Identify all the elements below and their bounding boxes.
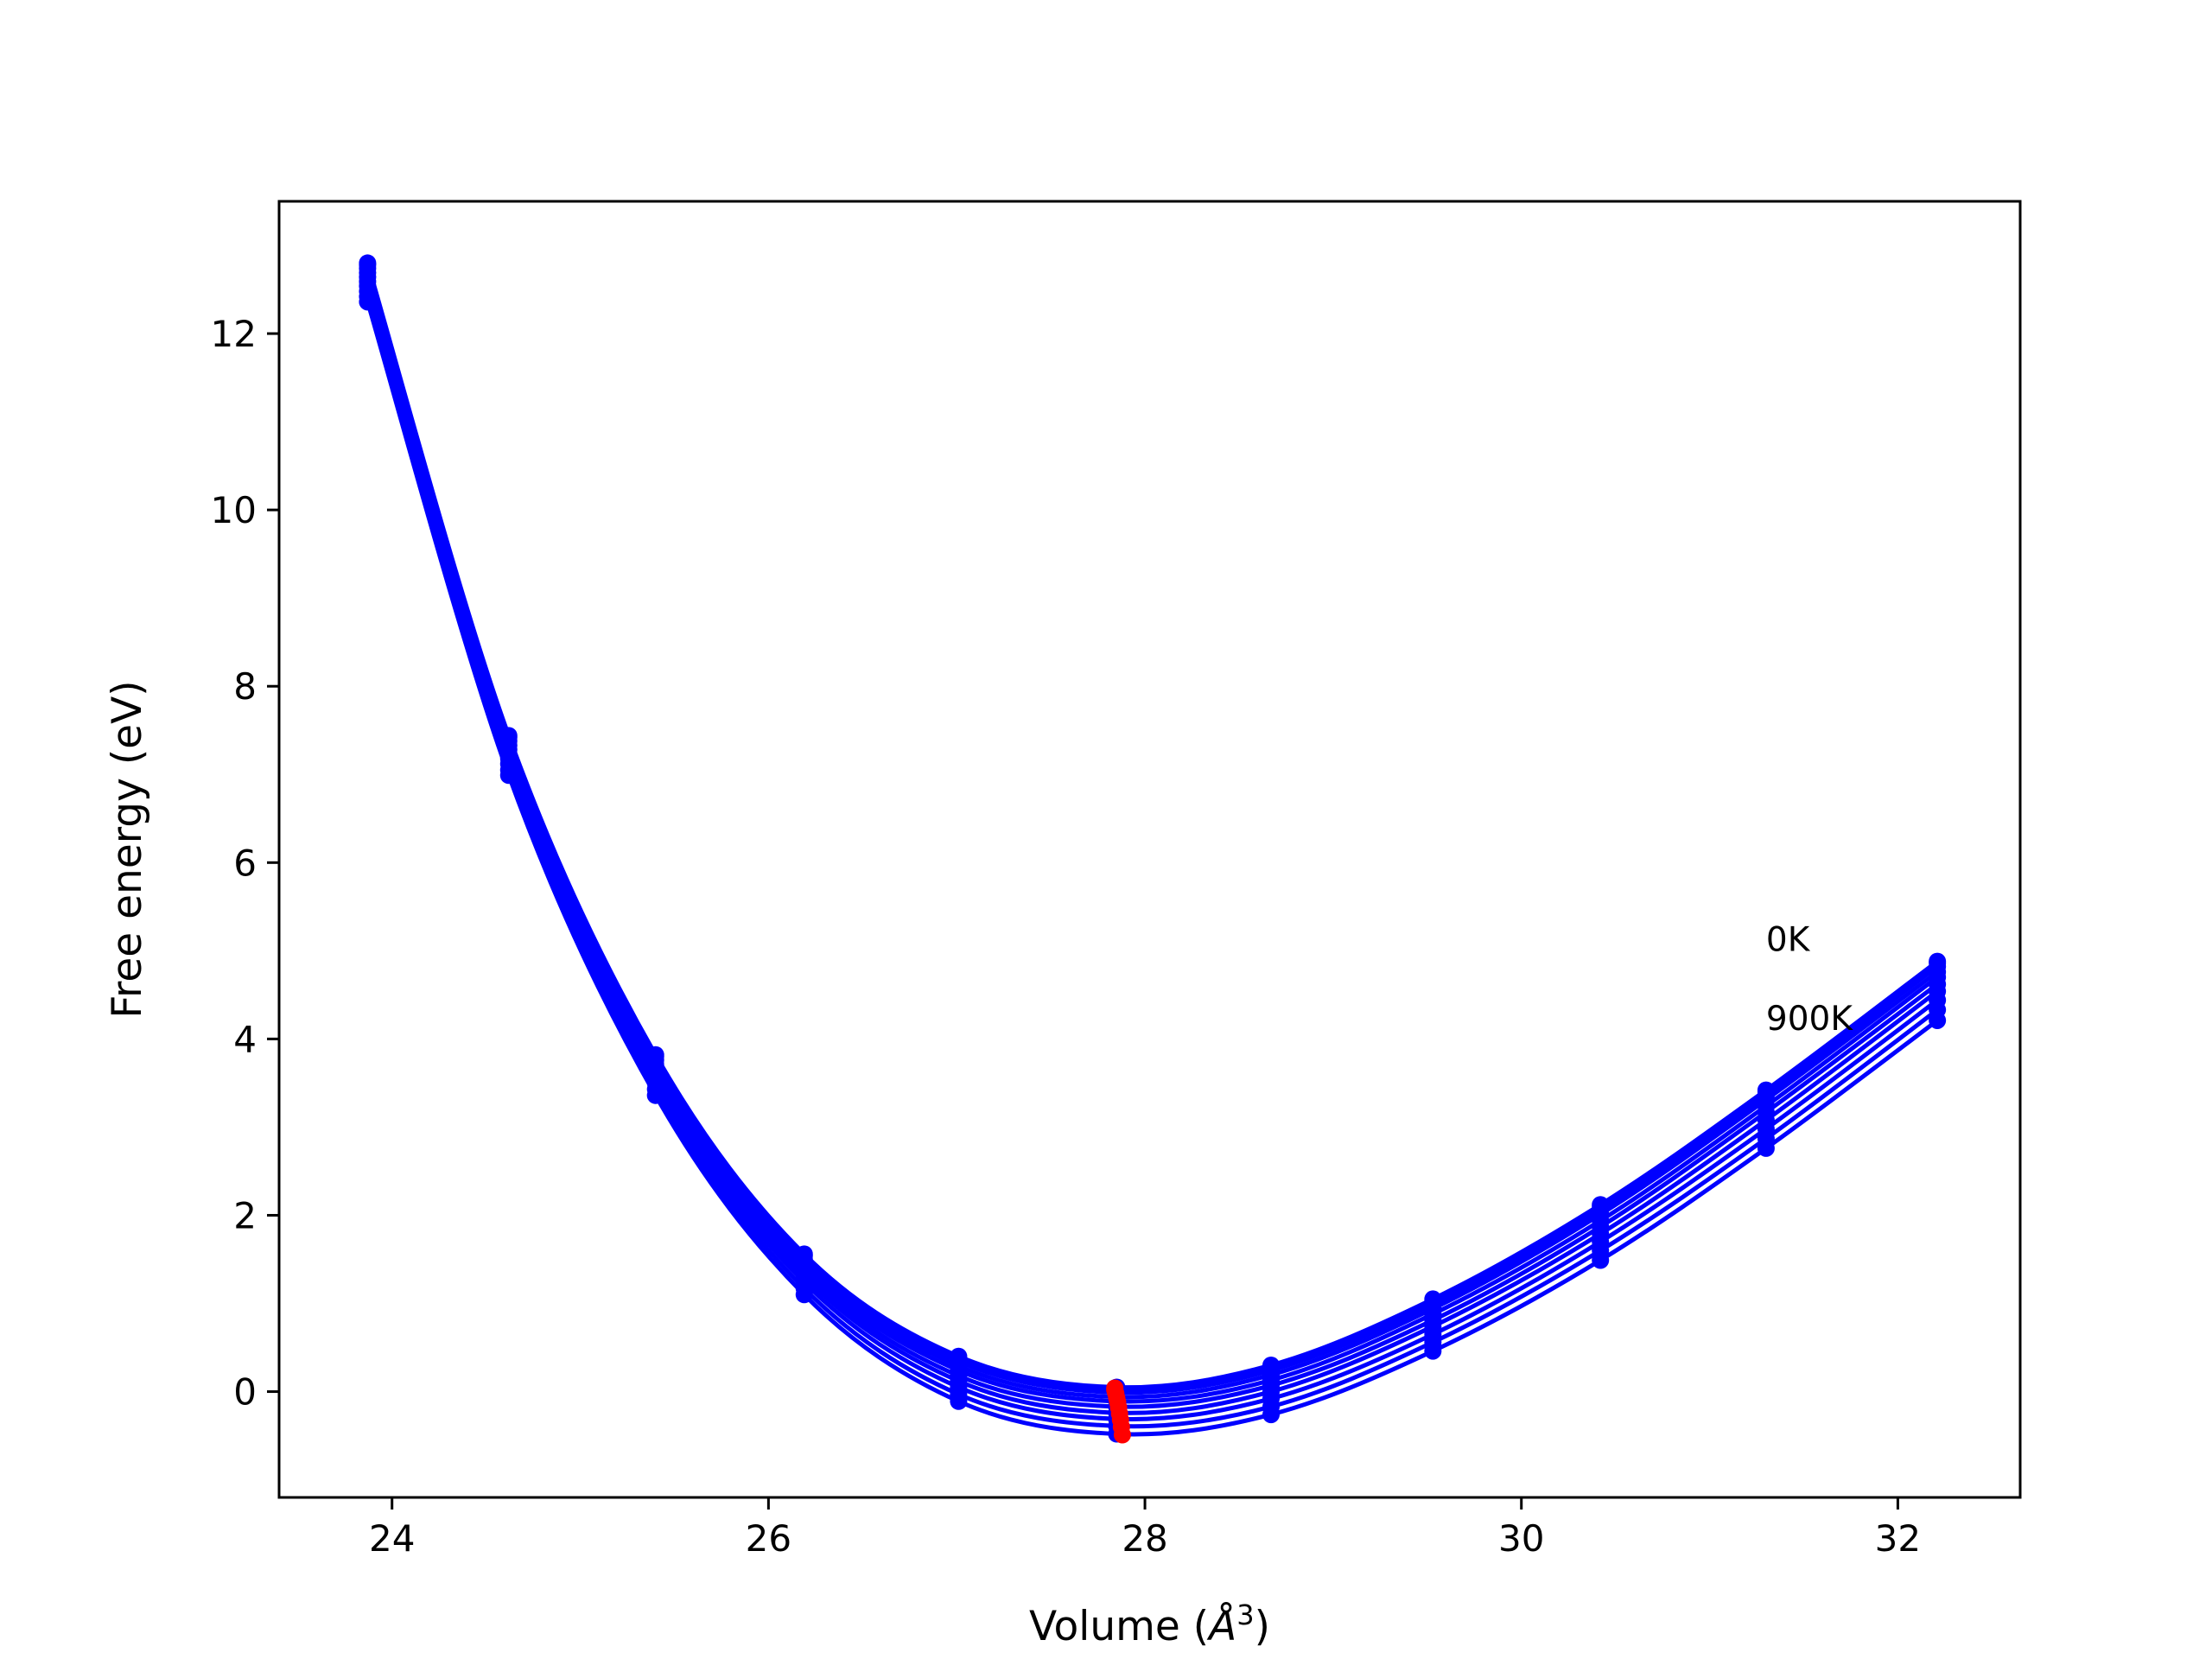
y-tick-label: 6	[233, 842, 257, 884]
y-tick-label: 12	[211, 313, 257, 355]
y-tick-label: 10	[211, 489, 257, 531]
series-line-900K	[365, 301, 1939, 1437]
annotations-layer: 0K 900K	[1766, 920, 1853, 1039]
annotation-label: 0K	[1766, 920, 1811, 959]
data-point	[1757, 1139, 1775, 1157]
y-axis-ticks: 0 2 4 6 8 10 12	[211, 313, 279, 1414]
data-point	[1424, 1342, 1442, 1360]
data-point	[1592, 1251, 1610, 1269]
curves-layer	[365, 262, 1939, 1437]
data-point	[950, 1392, 968, 1410]
data-point	[646, 1086, 664, 1104]
x-axis-label-suffix: )	[1255, 1603, 1270, 1650]
x-tick-label: 24	[369, 1517, 415, 1560]
data-point	[499, 766, 518, 785]
data-point	[1929, 1011, 1947, 1029]
x-axis-label-prefix: Volume (	[1029, 1603, 1209, 1650]
data-point	[359, 293, 377, 311]
x-tick-label: 30	[1498, 1517, 1544, 1560]
minima-point	[1113, 1426, 1131, 1444]
data-point	[795, 1286, 813, 1304]
y-axis-label: Free energy (eV)	[104, 680, 151, 1018]
minima-layer	[1106, 1379, 1131, 1444]
x-tick-label: 32	[1875, 1517, 1921, 1560]
x-tick-label: 28	[1122, 1517, 1167, 1560]
x-tick-label: 26	[746, 1517, 791, 1560]
x-axis-label: Volume (Å3)	[1029, 1599, 1270, 1650]
y-tick-label: 2	[233, 1194, 257, 1236]
y-tick-label: 0	[233, 1371, 257, 1414]
y-tick-label: 8	[233, 665, 257, 708]
x-axis-label-symbol: Å	[1206, 1603, 1236, 1650]
y-tick-label: 4	[233, 1018, 257, 1060]
x-axis-ticks: 24 26 28 30 32	[369, 1497, 1921, 1560]
plot-frame	[277, 200, 2022, 1499]
annotation-label: 900K	[1766, 1000, 1853, 1039]
x-axis-label-exponent: 3	[1236, 1599, 1254, 1631]
series-line-700K	[365, 290, 1939, 1421]
data-point	[1262, 1406, 1281, 1424]
